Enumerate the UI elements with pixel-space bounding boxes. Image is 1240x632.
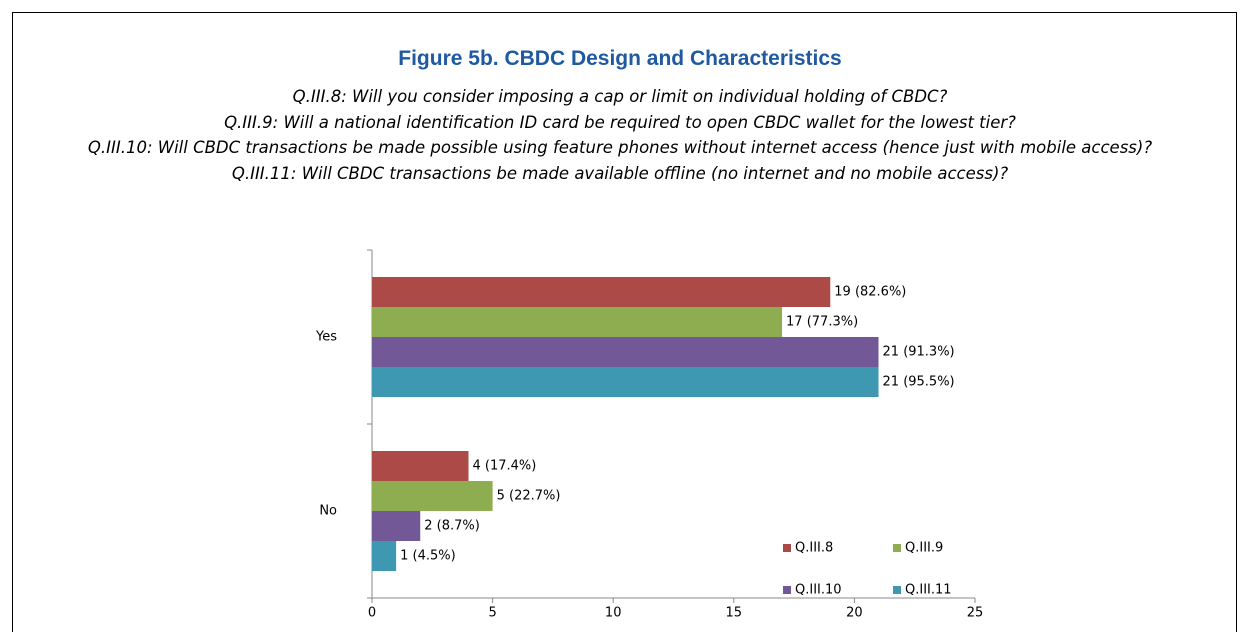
- x-tick-label: 20: [846, 606, 863, 620]
- data-label: 5 (22.7%): [497, 489, 561, 504]
- subtitle-line: Q.III.8: Will you consider imposing a ca…: [292, 87, 948, 106]
- data-label: 1 (4.5%): [400, 549, 456, 564]
- subtitle-line: Q.III.11: Will CBDC transactions be made…: [231, 163, 1009, 183]
- legend-swatch: [783, 544, 791, 552]
- subtitle-line: Q.III.10: Will CBDC transactions be made…: [87, 138, 1153, 157]
- subtitle: Q.III.8: Will you consider imposing a ca…: [45, 84, 1195, 186]
- x-tick-label: 10: [605, 606, 622, 620]
- bar: [372, 511, 421, 541]
- data-label: 19 (82.6%): [834, 285, 906, 300]
- data-label: 2 (8.7%): [424, 519, 480, 534]
- x-tick-label: 5: [488, 606, 496, 620]
- legend-label: Q.III.11: [905, 583, 952, 598]
- legend-label: Q.III.9: [905, 541, 943, 556]
- legend-swatch: [893, 544, 901, 552]
- data-label: 17 (77.3%): [786, 315, 858, 330]
- y-tick-label: Yes: [315, 330, 337, 345]
- bar: [372, 277, 831, 307]
- bar: [372, 367, 879, 397]
- data-label: 4 (17.4%): [472, 459, 536, 474]
- legend-swatch: [783, 586, 791, 594]
- data-label: 21 (91.3%): [883, 345, 955, 360]
- x-tick-label: 0: [368, 606, 376, 620]
- y-tick-label: No: [319, 504, 337, 519]
- bar: [372, 481, 493, 511]
- frame: [12, 12, 1237, 632]
- legend-label: Q.III.10: [795, 583, 842, 598]
- subtitle-line: Q.III.9: Will a national identification …: [224, 112, 1016, 132]
- bar: [372, 307, 783, 337]
- x-tick-label: 25: [967, 606, 984, 620]
- bar: [372, 451, 469, 481]
- bar: [372, 541, 397, 571]
- x-tick-label: 15: [726, 606, 743, 620]
- legend-label: Q.III.8: [795, 541, 833, 556]
- bar: [372, 337, 879, 367]
- legend-swatch: [893, 586, 901, 594]
- chart: 0 5 10 15 20 25 Yes 19 (82.6%) 17 (77.3%) 21 (91.…: [315, 249, 984, 620]
- data-label: 21 (95.5%): [883, 375, 955, 390]
- chart-title: Figure 5b. CBDC Design and Characteristi…: [398, 47, 842, 70]
